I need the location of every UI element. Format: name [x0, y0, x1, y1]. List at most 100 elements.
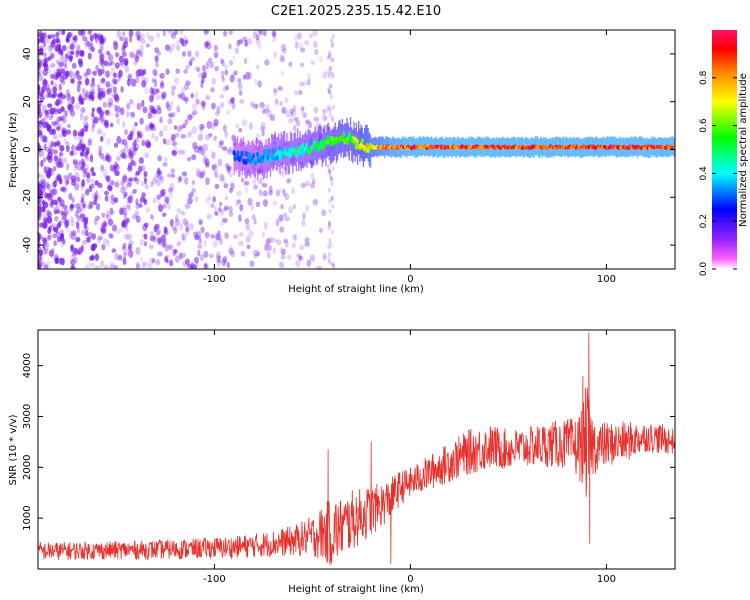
- spectrogram-cell: [247, 197, 253, 206]
- spectrogram-cell: [304, 180, 310, 187]
- spectrogram-cell: [351, 127, 353, 162]
- spectrogram-cell: [154, 223, 160, 229]
- spectrogram-cell: [55, 37, 60, 44]
- spectrogram-cell: [102, 36, 106, 41]
- spectrogram-cell: [50, 142, 55, 147]
- spectrogram-cell: [159, 130, 164, 137]
- spectrogram-cell: [266, 144, 268, 179]
- spectrogram-cell: [213, 118, 219, 127]
- spectrogram-cell: [293, 34, 298, 41]
- spectrogram-cell: [170, 43, 176, 50]
- spectrogram-cell: [191, 263, 198, 269]
- spectrogram-cell: [77, 247, 83, 256]
- spectrogram-cell: [58, 200, 64, 208]
- spectrogram-cell: [162, 212, 167, 218]
- spectrogram-cell: [161, 94, 166, 100]
- spectrogram-cell: [226, 109, 231, 116]
- spectrogram-cell: [218, 141, 223, 149]
- spectrogram-cell: [252, 31, 257, 40]
- spectrogram-cell: [133, 53, 139, 60]
- spectrogram-cell: [56, 141, 61, 147]
- spectrogram-cell: [85, 171, 91, 178]
- spectrogram-cell: [228, 247, 234, 255]
- spectrogram-cell: [155, 88, 160, 94]
- snr-xlabel: Height of straight line (km): [288, 584, 424, 595]
- spectrogram-cell: [97, 182, 103, 189]
- spectrogram-cell: [74, 102, 81, 110]
- spectrogram-cell: [52, 149, 58, 155]
- spectrogram-cell: [61, 30, 66, 36]
- spectrogram-cell: [41, 174, 46, 181]
- spectrogram-cell: [151, 78, 157, 83]
- spectrogram-cell: [46, 155, 52, 161]
- spectrogram-cell: [222, 146, 228, 151]
- spectrogram-cell: [57, 231, 61, 240]
- spectrogram-cell: [121, 60, 127, 69]
- spectrogram-cell: [167, 190, 173, 199]
- spectrogram-cell: [213, 169, 218, 176]
- x-tick-label: 100: [597, 574, 616, 585]
- spectrogram-cell: [263, 144, 266, 179]
- spectrogram-cell: [298, 42, 304, 49]
- spectrogram-cell: [254, 30, 259, 36]
- spectrogram-cell: [74, 172, 80, 179]
- spectrogram-cell: [298, 255, 304, 261]
- spectrogram-cell: [228, 205, 233, 213]
- spectrogram-cell: [253, 253, 259, 259]
- spectrogram-cell: [97, 68, 103, 77]
- spectrogram-cell: [282, 131, 285, 165]
- spectrogram-cell: [83, 167, 88, 174]
- spectrogram-cell: [101, 244, 106, 251]
- spectrogram-cell: [151, 177, 157, 186]
- chart-title: C2E1.2025.235.15.42.E10: [271, 4, 441, 19]
- spectrogram-cell: [192, 110, 198, 116]
- spectrogram-cell: [152, 68, 158, 76]
- spectrogram-cell: [244, 180, 250, 186]
- spectrogram-cell: [328, 173, 332, 179]
- spectrogram-cell: [330, 195, 334, 201]
- snr-ylabel: SNR (10 * v/v): [8, 414, 19, 485]
- spectrogram-cell: [136, 102, 142, 111]
- spectrogram-cell: [41, 84, 47, 90]
- spectrogram-cell: [324, 115, 328, 121]
- spectrogram-cell: [346, 139, 350, 146]
- spectrogram-cell: [81, 179, 86, 187]
- spectrogram-cell: [38, 149, 45, 157]
- spectrogram-cell: [256, 147, 259, 181]
- spectrogram-cell: [188, 59, 193, 66]
- spectrogram-cell: [352, 129, 354, 164]
- spectrogram-cell: [331, 33, 335, 39]
- spectrogram-cell: [83, 221, 88, 230]
- spectrogram-cell: [38, 71, 41, 78]
- spectrogram-cell: [107, 102, 111, 109]
- spectrogram-cell: [287, 254, 292, 261]
- spectrogram-cell: [91, 112, 95, 118]
- spectrogram-cell: [193, 264, 198, 269]
- spectrogram-cell: [48, 234, 53, 240]
- spectrogram-cell: [67, 104, 72, 110]
- spectrogram-cell: [191, 187, 196, 193]
- spectrogram-cell: [268, 190, 273, 196]
- spectrogram-cell: [247, 37, 253, 46]
- spectrogram-cell: [71, 96, 75, 105]
- spectrogram-cell: [190, 262, 195, 269]
- spectrogram-cell: [273, 135, 275, 169]
- colorbar-tick-label: 0.8: [699, 70, 709, 85]
- spectrogram-cell: [90, 243, 96, 252]
- spectrogram-cell: [259, 102, 265, 109]
- spectrogram-cell: [330, 229, 334, 235]
- spectrogram-cell: [89, 255, 94, 261]
- spectrogram-cell: [369, 134, 372, 168]
- spectrogram-cell: [288, 177, 292, 183]
- spectrogram-cell: [44, 57, 49, 63]
- spectrogram-cell: [261, 183, 268, 188]
- spectrogram-cell: [69, 55, 73, 63]
- spectrogram-cell: [211, 77, 217, 85]
- spectrogram-cell: [254, 78, 258, 86]
- spectrogram-cell: [217, 158, 223, 167]
- spectrogram-cell: [107, 185, 113, 191]
- spectrogram-cell: [140, 181, 145, 187]
- spectrogram-cell: [252, 103, 259, 110]
- spectrogram-cell: [97, 106, 103, 115]
- spectrogram-cell: [38, 172, 43, 179]
